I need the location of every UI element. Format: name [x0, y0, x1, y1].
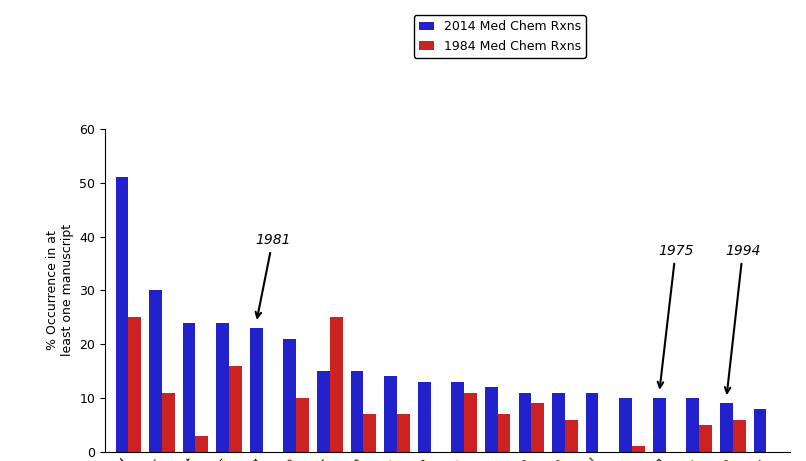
Bar [720, 403, 733, 452]
Bar [364, 414, 376, 452]
Bar [384, 377, 397, 452]
Bar [115, 177, 128, 452]
Bar [653, 398, 666, 452]
Bar [498, 414, 510, 452]
Bar [297, 398, 309, 452]
Bar [687, 398, 699, 452]
Bar [195, 436, 208, 452]
Bar [733, 420, 746, 452]
Bar [128, 317, 141, 452]
Bar [565, 420, 578, 452]
Bar [250, 328, 263, 452]
Bar [284, 339, 296, 452]
Legend: 2014 Med Chem Rxns, 1984 Med Chem Rxns: 2014 Med Chem Rxns, 1984 Med Chem Rxns [413, 16, 586, 58]
Y-axis label: % Occurrence in at
least one manuscript: % Occurrence in at least one manuscript [45, 225, 73, 356]
Text: 1975: 1975 [658, 244, 693, 388]
Bar [485, 387, 498, 452]
Bar [451, 382, 464, 452]
Bar [632, 446, 645, 452]
Bar [317, 371, 330, 452]
Text: 1994: 1994 [725, 244, 761, 393]
Bar [754, 409, 767, 452]
Bar [586, 393, 598, 452]
Bar [330, 317, 343, 452]
Bar [418, 382, 430, 452]
Bar [464, 393, 477, 452]
Bar [183, 323, 195, 452]
Bar [229, 366, 242, 452]
Bar [162, 393, 175, 452]
Bar [531, 403, 544, 452]
Bar [518, 393, 531, 452]
Bar [216, 323, 229, 452]
Bar [619, 398, 632, 452]
Bar [397, 414, 409, 452]
Bar [351, 371, 364, 452]
Bar [552, 393, 565, 452]
Bar [149, 290, 162, 452]
Bar [700, 425, 712, 452]
Text: 1981: 1981 [255, 233, 290, 318]
